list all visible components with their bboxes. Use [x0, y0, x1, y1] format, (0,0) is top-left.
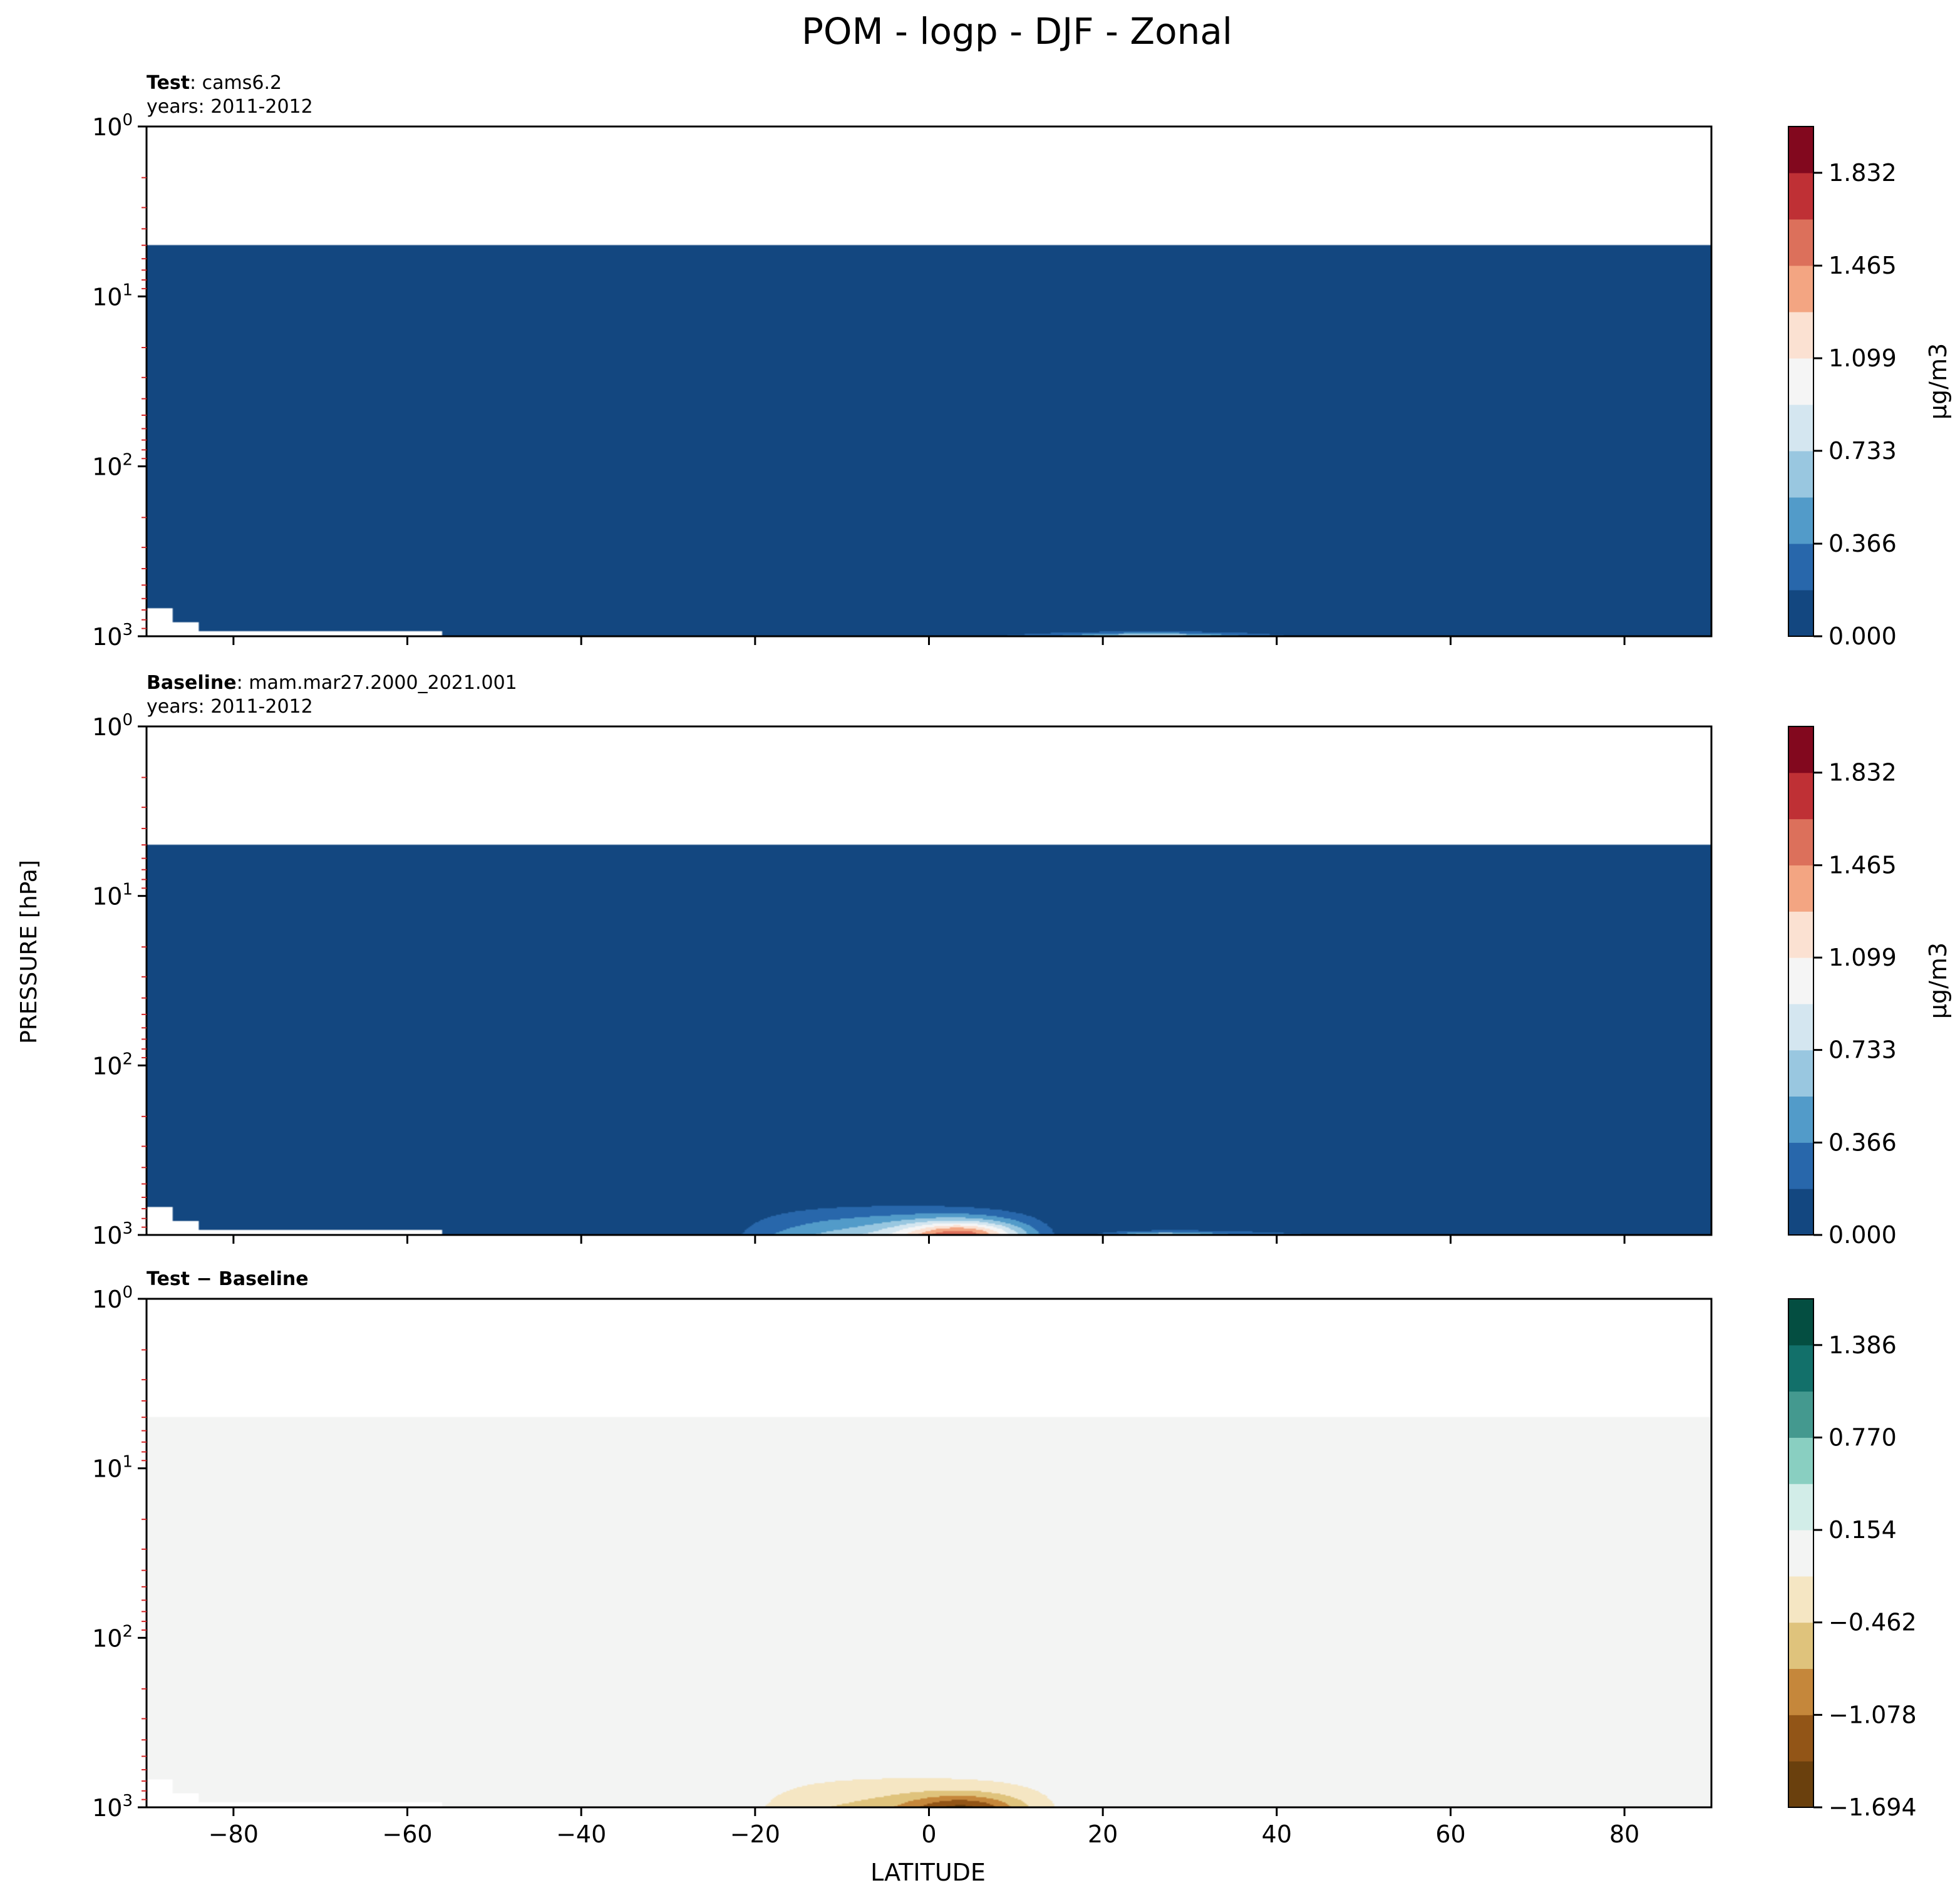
colorbar-tick-label: −0.462 [1828, 1609, 1917, 1636]
x-tick-label: 40 [1262, 1820, 1292, 1848]
colorbar-tick-label: 1.099 [1828, 344, 1897, 372]
colorbar-segment [1788, 405, 1813, 452]
panel-difference: Test − Baseline −80 −60 −40 −20 0 20 40 60 80 100 1… [92, 1268, 1917, 1848]
colorbar-tick-label: 0.154 [1828, 1516, 1897, 1544]
panel-baseline: Baseline: mam.mar27.2000_2021.001years: … [92, 672, 1952, 1249]
colorbar-segment [1788, 173, 1813, 220]
colorbar-segment [1788, 1299, 1813, 1346]
x-tick-label: −20 [730, 1820, 780, 1848]
colorbar-tick-label: 0.366 [1828, 1129, 1897, 1157]
colorbar-segment [1788, 958, 1813, 1004]
colorbar-segment [1788, 818, 1813, 865]
colorbar-segment [1788, 726, 1813, 773]
panel-title-bold: Baseline [147, 672, 237, 694]
colorbar-segment [1788, 1189, 1813, 1236]
colorbar-segment [1788, 312, 1813, 359]
colorbar-tick-label: 1.099 [1828, 944, 1897, 971]
colorbar-tick-label: 1.465 [1828, 252, 1897, 279]
colorbar-tick-label: 0.733 [1828, 437, 1897, 465]
x-tick-label: 60 [1435, 1820, 1465, 1848]
colorbar-tick-label: 0.000 [1828, 1221, 1897, 1249]
colorbar-segment [1788, 1622, 1813, 1670]
figure-title: POM - logp - DJF - Zonal [802, 10, 1232, 53]
x-tick-label: 0 [921, 1820, 936, 1848]
colorbar-segment [1788, 590, 1813, 637]
y-tick-label: 100 [92, 111, 133, 141]
colorbar-tick-label: 0.733 [1828, 1036, 1897, 1064]
colorbar-segment [1788, 1345, 1813, 1392]
y-tick-label: 103 [92, 1792, 133, 1822]
y-tick-label: 100 [92, 1283, 133, 1313]
colorbar-segment [1788, 266, 1813, 312]
colorbar-tick-label: −1.078 [1828, 1701, 1917, 1728]
colorbar-segment [1788, 1484, 1813, 1531]
colorbar-frame [1788, 1298, 1814, 1808]
colorbar-segment [1788, 1391, 1813, 1438]
y-tick-label: 100 [92, 711, 133, 741]
panel-title: Baseline: mam.mar27.2000_2021.001 [147, 672, 517, 694]
colorbar-segment [1788, 1437, 1813, 1484]
panel-title-bold: Test − Baseline [147, 1268, 309, 1290]
colorbar-segment [1788, 1003, 1813, 1051]
colorbar-segment [1788, 911, 1813, 958]
panel-title-rest: : mam.mar27.2000_2021.001 [237, 672, 517, 694]
panel-title: Test − Baseline [147, 1268, 309, 1290]
y-tick-label: 101 [92, 281, 133, 311]
panel-title: Test: cams6.2 [147, 72, 282, 94]
colorbar-segment [1788, 497, 1813, 544]
colorbar-segment [1788, 772, 1813, 820]
y-tick-label: 103 [92, 621, 133, 651]
colorbar-tick-label: 0.366 [1828, 530, 1897, 557]
colorbar-segment [1788, 1530, 1813, 1577]
colorbar-tick-label: 1.832 [1828, 759, 1897, 787]
colorbar-label: μg/m3 [1924, 942, 1952, 1019]
colorbar-segment [1788, 1576, 1813, 1623]
colorbar-segment [1788, 126, 1813, 173]
colorbar-tick-label: 1.832 [1828, 159, 1897, 187]
contour-field [147, 1299, 1711, 1807]
panel-title-rest: : cams6.2 [190, 72, 282, 94]
colorbar-tick-label: 0.000 [1828, 622, 1897, 650]
colorbar-tick-label: 1.465 [1828, 852, 1897, 879]
colorbar-segment [1788, 451, 1813, 498]
x-tick-label: 20 [1088, 1820, 1118, 1848]
colorbar-tick-label: −1.694 [1828, 1794, 1917, 1821]
x-tick-label: 80 [1609, 1820, 1639, 1848]
colorbar-segment [1788, 1668, 1813, 1715]
x-tick-label: −40 [556, 1820, 606, 1848]
colorbar-segment [1788, 865, 1813, 912]
x-tick-label: −60 [382, 1820, 432, 1848]
colorbar-label: μg/m3 [1924, 343, 1952, 420]
panel-subtitle: years: 2011-2012 [147, 96, 313, 118]
y-tick-label: 101 [92, 1453, 133, 1483]
colorbar-segment [1788, 219, 1813, 266]
colorbar-segment [1788, 1096, 1813, 1143]
y-tick-label: 102 [92, 1622, 133, 1652]
colorbar-segment [1788, 1715, 1813, 1762]
y-tick-label: 103 [92, 1219, 133, 1249]
colorbar-frame [1788, 126, 1814, 637]
panel-subtitle: years: 2011-2012 [147, 696, 313, 718]
colorbar-segment [1788, 544, 1813, 591]
panel-title-bold: Test [147, 72, 190, 94]
colorbar-frame [1788, 726, 1814, 1236]
colorbar-segment [1788, 1050, 1813, 1097]
contour-field [147, 126, 1711, 636]
y-tick-label: 102 [92, 451, 133, 481]
colorbar-segment [1788, 1761, 1813, 1808]
contour-field [147, 726, 1711, 1235]
y-axis-label: PRESSURE [hPa] [16, 860, 42, 1044]
colorbar-tick-label: 1.386 [1828, 1331, 1897, 1359]
colorbar-segment [1788, 358, 1813, 405]
y-tick-label: 102 [92, 1050, 133, 1080]
x-tick-label: −80 [209, 1820, 259, 1848]
y-tick-label: 101 [92, 880, 133, 911]
x-axis-label: LATITUDE [870, 1859, 986, 1886]
colorbar-segment [1788, 1142, 1813, 1189]
colorbar-tick-label: 0.770 [1828, 1423, 1897, 1451]
